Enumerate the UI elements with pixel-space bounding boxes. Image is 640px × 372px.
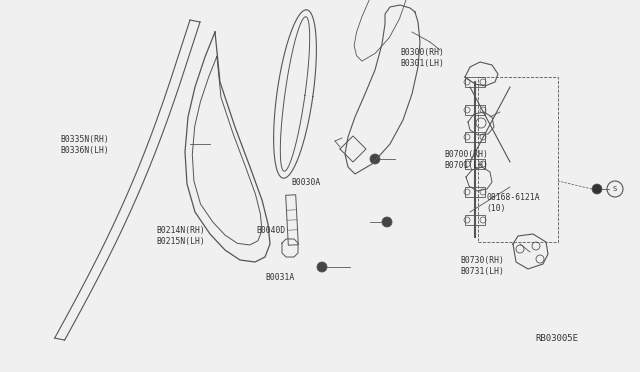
Text: B0700(RH)
B0701(LH): B0700(RH) B0701(LH) [445, 150, 489, 170]
Bar [465, 215, 485, 225]
Text: B0214N(RH)
B0215N(LH): B0214N(RH) B0215N(LH) [157, 226, 205, 246]
Circle shape [382, 217, 392, 227]
Text: RB03005E: RB03005E [535, 334, 579, 343]
Text: 08168-6121A
(10): 08168-6121A (10) [486, 193, 540, 213]
Bar [478, 77, 558, 242]
Text: B0300(RH)
B0301(LH): B0300(RH) B0301(LH) [400, 48, 444, 68]
Bar [465, 105, 485, 115]
Text: B0730(RH)
B0731(LH): B0730(RH) B0731(LH) [461, 256, 505, 276]
Text: B0335N(RH)
B0336N(LH): B0335N(RH) B0336N(LH) [61, 135, 109, 155]
Text: S: S [613, 186, 617, 192]
Text: B0030A: B0030A [291, 178, 321, 187]
Bar [465, 159, 485, 169]
Bar [465, 187, 485, 197]
Circle shape [370, 154, 380, 164]
Text: B0031A: B0031A [266, 273, 295, 282]
Bar [465, 132, 485, 142]
Circle shape [317, 262, 327, 272]
Text: B0040D: B0040D [256, 226, 285, 235]
Circle shape [592, 184, 602, 194]
Bar [465, 77, 485, 87]
